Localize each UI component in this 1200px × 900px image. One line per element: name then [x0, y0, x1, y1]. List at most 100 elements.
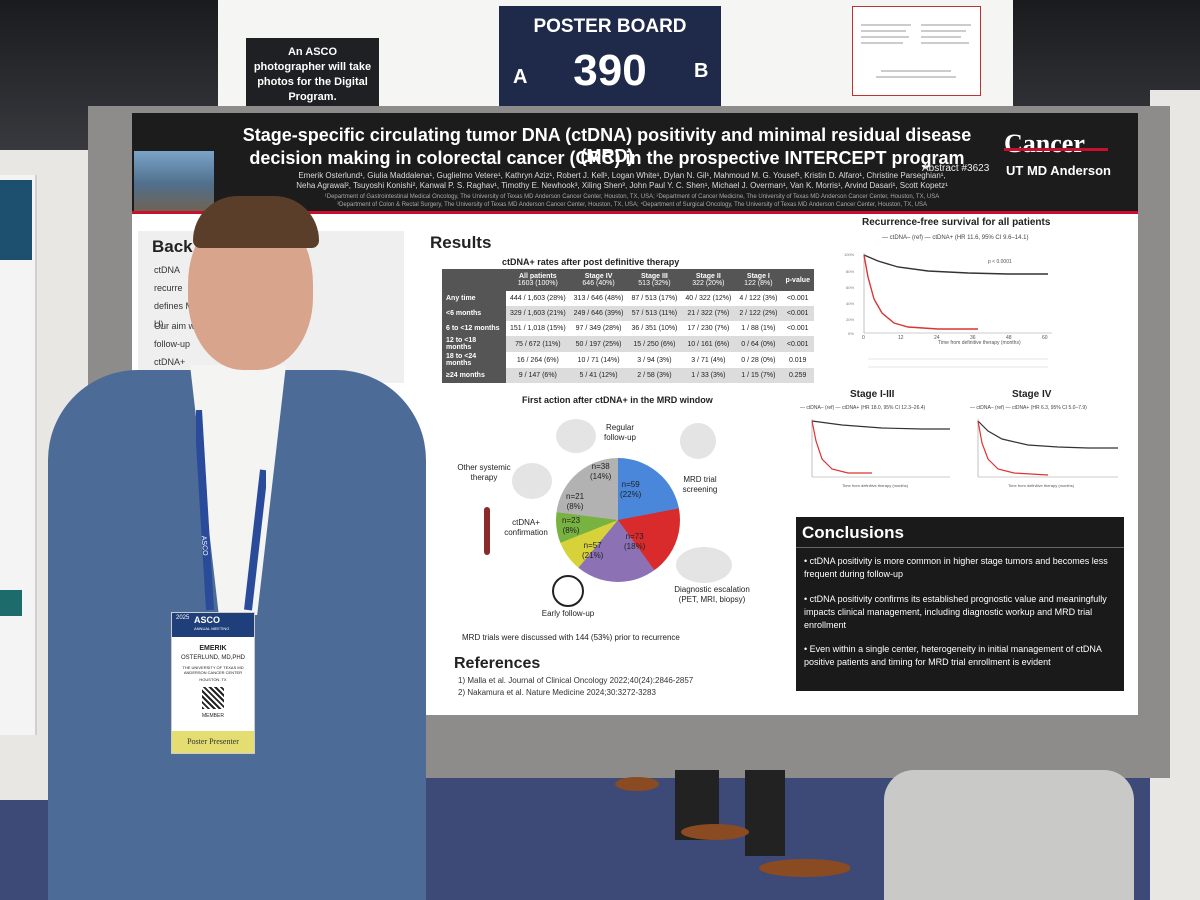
table-cell: 151 / 1,018 (15%): [510, 325, 566, 332]
svg-text:12: 12: [898, 335, 904, 341]
table-cell: 75 / 672 (11%): [506, 336, 570, 352]
svg-text:60: 60: [1042, 335, 1048, 341]
mdanderson-logo: Cancer: [1004, 129, 1085, 158]
table-header: All patients 1603 (100%): [506, 269, 570, 291]
scan-images-icon: [676, 547, 732, 583]
badge-year: 2025: [176, 615, 190, 621]
table-cell: 1 / 33 (3%): [681, 368, 736, 383]
background-line: defines M: [154, 301, 194, 311]
badge-first-name: EMERIK: [199, 645, 227, 652]
row-label: 12 to <18 months: [442, 336, 506, 352]
doctors-icon: [556, 419, 596, 453]
table-header: p-value: [781, 269, 814, 291]
photo-notice: An ASCO photographer will take photos fo…: [246, 38, 379, 112]
mrd-trial-note: MRD trials were discussed with 144 (53%)…: [462, 633, 680, 642]
action-regular: Regular follow-up: [603, 423, 636, 442]
background-line: Our aim w: [154, 321, 196, 331]
table-cell: <0.001: [786, 325, 809, 332]
table-header: Stage II 322 (20%): [681, 269, 736, 291]
table-header: Stage I 122 (8%): [735, 269, 782, 291]
lanyard-text: ASCO: [200, 536, 209, 557]
table-cell: 17 / 230 (7%): [687, 325, 730, 332]
table-cell: 3 / 94 (3%): [637, 356, 672, 364]
table-cell: 40 / 322 (12%): [685, 295, 732, 302]
background-line: ctDNA+: [154, 357, 186, 367]
conclusions-heading: Conclusions: [802, 523, 905, 542]
km-pval: p < 0.0001: [988, 259, 1012, 265]
km-line-ctdna-neg: [863, 254, 1048, 275]
table-cell: 0.259: [781, 368, 814, 383]
ctdna-rates-table: All patients 1603 (100%) Stage IV 646 (40%…: [442, 269, 814, 383]
table-cell: 9 / 147 (6%): [506, 368, 570, 383]
row-label: <6 months: [442, 306, 506, 321]
lanyard: ASCO: [196, 410, 266, 611]
badge-institution: THE UNIVERSITY OF TEXAS MD ANDERSON CANC…: [182, 665, 244, 675]
background-line: follow-up: [154, 339, 191, 349]
pie-label: n=23 (8%): [562, 516, 581, 535]
poster-authors: Emerik Osterlund¹, Giulia Maddalena¹, Gu…: [262, 171, 982, 191]
km-stage13-title: Stage I-III: [850, 389, 895, 400]
background-line: U),: [154, 319, 166, 329]
km-all-legend: — ctDNA– (ref) — ctDNA+ (HR 11.6, 95% CI…: [882, 235, 1029, 241]
table-cell: 0 / 28 (0%): [741, 356, 776, 364]
km-all-plot: p < 0.0001 Time from definitive therapy …: [844, 252, 1052, 368]
km-stage4-plot: Time from definitive therapy (months): [977, 419, 1118, 488]
poster-banner: Stage-specific circulating tumor DNA (ct…: [132, 113, 1138, 211]
svg-text:0%: 0%: [848, 331, 854, 336]
pie-label: n=21 (8%): [566, 492, 585, 511]
table-row: 12 to <18 months 75 / 672 (11%) 50 / 197 (…: [442, 336, 814, 352]
table-cell: 5 / 41 (12%): [569, 368, 628, 383]
references-heading: References: [454, 655, 541, 672]
reference-item: 1) Malla et al. Journal of Clinical Onco…: [458, 676, 694, 685]
action-confirmation: ctDNA+ confirmation: [504, 518, 548, 537]
authors-line1: Emerik Osterlund¹, Giulia Maddalena¹, Gu…: [298, 171, 946, 180]
table-cell: 10 / 71 (14%): [577, 356, 620, 364]
table-cell: 87 / 513 (17%): [631, 295, 678, 302]
table-row: ≥24 months 9 / 147 (6%) 5 / 41 (12%) 2 / 58…: [442, 368, 814, 383]
action-other-systemic: Other systemic therapy: [457, 463, 511, 482]
side-b-label: B: [694, 60, 709, 82]
badge-role: MEMBER: [202, 713, 224, 719]
pie-label: n=59 (22%): [620, 480, 642, 499]
abstract-number: Abstract #3623: [922, 163, 990, 174]
svg-text:20%: 20%: [846, 317, 854, 322]
action-diagnostic: Diagnostic escalation (PET, MRI, biopsy): [674, 585, 750, 604]
km-line-ctdna-neg: [811, 420, 950, 430]
badge-ribbon: Poster Presenter: [172, 731, 254, 753]
qr-code: [202, 687, 224, 709]
table-cell: 1 / 15 (7%): [735, 368, 782, 383]
poster-title-line2: decision making in colorectal cancer (CR…: [249, 148, 965, 168]
table-cell: 0.019: [788, 356, 807, 364]
presenter-hair: [193, 196, 319, 248]
action-early: Early follow-up: [541, 609, 595, 618]
conclusions-box: Conclusions • ctDNA positivity is more c…: [796, 517, 1124, 691]
row-label: 18 to <24 months: [442, 352, 506, 368]
conclusion-item: • ctDNA positivity confirms its establis…: [804, 594, 1107, 630]
km-stage4-title: Stage IV: [1012, 389, 1052, 400]
table-cell: 2 / 122 (2%): [735, 306, 782, 321]
board-number: 390: [573, 46, 647, 95]
table-cell: 21 / 322 (7%): [681, 306, 736, 321]
name-badge: 2025 ASCO ANNUAL MEETING EMERIK OSTERLUN…: [171, 612, 255, 754]
table-cell: 3 / 71 (4%): [691, 356, 726, 364]
table-cell: 97 / 349 (28%): [575, 325, 622, 332]
test-tube-icon: [484, 507, 490, 555]
km-yticks: 100% 80% 60% 40% 20% 0%: [844, 252, 855, 336]
km-line-ctdna-neg: [977, 420, 1118, 449]
badge-header: 2025 ASCO ANNUAL MEETING: [172, 613, 254, 637]
km-line-ctdna-pos: [811, 420, 872, 474]
table-cell: 15 / 250 (6%): [627, 336, 682, 352]
table-cell: 249 / 646 (39%): [569, 306, 628, 321]
conclusions-divider: [796, 547, 1124, 548]
authors-line2: Neha Agrawal², Tsuyoshi Konishi², Kanwal…: [296, 181, 948, 190]
table-cell: 36 / 351 (10%): [631, 325, 678, 332]
table-cell: 2 / 58 (3%): [627, 368, 682, 383]
badge-org: ASCO: [194, 615, 221, 625]
km-stage4-legend: — ctDNA– (ref) — ctDNA+ (HR 6.3, 95% CI …: [970, 405, 1087, 411]
poster-affiliations: ¹Department of Gastrointestinal Medical …: [252, 193, 1012, 209]
table-header: Stage IV 646 (40%): [569, 269, 628, 291]
table-cell: <0.001: [781, 336, 814, 352]
affil-line2: ³Department of Colon & Rectal Surgery, T…: [337, 202, 927, 208]
table-cell: 329 / 1,603 (21%): [506, 306, 570, 321]
km-line-ctdna-pos: [977, 420, 1049, 476]
